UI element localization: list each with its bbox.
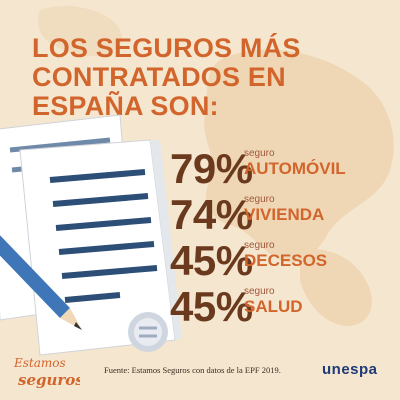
stat-name: AUTOMÓVIL xyxy=(244,159,346,178)
seal-icon xyxy=(128,312,168,352)
stat-name: DECESOS xyxy=(244,251,328,270)
stat-percent: 79% xyxy=(170,145,253,192)
source-note: Fuente: Estamos Seguros con datos de la … xyxy=(104,365,281,375)
stat-percent: 45% xyxy=(170,237,253,284)
stat-percent: 74% xyxy=(170,191,253,238)
stat-name: SALUD xyxy=(244,297,303,316)
title-line-3: ESPAÑA SON: xyxy=(32,91,219,121)
stat-decesos: 45% seguro DECESOS xyxy=(170,238,395,284)
brand-left-line-1: Estamos xyxy=(13,356,66,370)
stat-prefix: seguro xyxy=(244,148,275,159)
stat-prefix: seguro xyxy=(244,286,275,297)
stat-salud: 45% seguro SALUD xyxy=(170,284,395,330)
pen-icon xyxy=(0,235,82,330)
document-pen-illustration xyxy=(0,114,182,356)
footer: Estamos seguros Fuente: Estamos Seguros … xyxy=(0,345,400,400)
unespa-logo: unespa xyxy=(322,361,378,378)
title-line-2: CONTRATADOS EN xyxy=(32,62,286,92)
stat-percent: 45% xyxy=(170,283,253,330)
title-line-1: LOS SEGUROS MÁS xyxy=(32,33,301,63)
page-title: LOS SEGUROS MÁS CONTRATADOS EN ESPAÑA SO… xyxy=(32,34,362,121)
stat-automovil: 79% seguro AUTOMÓVIL xyxy=(170,146,395,192)
stat-prefix: seguro xyxy=(244,194,275,205)
stat-name: VIVIENDA xyxy=(244,205,325,224)
estamos-seguros-logo: Estamos seguros xyxy=(13,356,80,389)
brand-left-line-2: seguros xyxy=(18,371,80,389)
stat-prefix: seguro xyxy=(244,240,275,251)
stats-list: 79% seguro AUTOMÓVIL 74% seguro VIVIENDA… xyxy=(170,146,395,330)
stat-vivienda: 74% seguro VIVIENDA xyxy=(170,192,395,238)
